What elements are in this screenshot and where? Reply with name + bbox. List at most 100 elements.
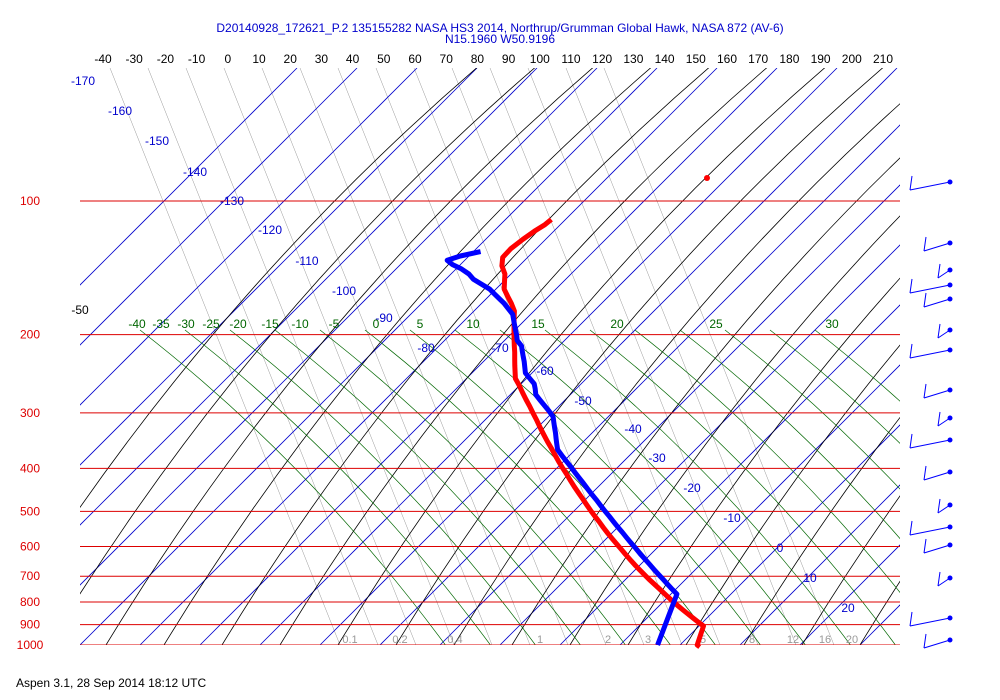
pressure-tick-label: 500 <box>20 504 40 518</box>
wind-barb-dot <box>947 542 953 548</box>
temp-tick-label: 120 <box>592 52 612 66</box>
temp-tick-label: 210 <box>873 52 893 66</box>
wind-barb-shaft <box>909 526 951 536</box>
theta-e-label: -5 <box>329 317 340 331</box>
dry-adiabat <box>163 68 652 645</box>
dry-adiabat <box>453 103 900 645</box>
isotherm-label: -160 <box>108 104 132 118</box>
dry-adiabat <box>80 68 478 509</box>
mixing-ratio-line <box>109 68 341 645</box>
wind-barb <box>937 498 953 514</box>
theta-e-label: 30 <box>825 317 839 331</box>
pressure-tick-label: 800 <box>20 595 40 609</box>
wind-barb-dot <box>947 296 953 302</box>
pressure-tick-label: 700 <box>20 569 40 583</box>
dry-adiabat <box>80 68 536 595</box>
pressure-tick-label: 300 <box>20 406 40 420</box>
mixing-ratio-label: 3 <box>645 634 651 646</box>
isotherm-label: -100 <box>332 284 356 298</box>
isotherm-label: -40 <box>624 422 642 436</box>
isotherm-label: -110 <box>295 254 318 268</box>
clipped-lines <box>80 48 1000 645</box>
isotherm-label: -30 <box>648 451 666 465</box>
dry-adiabat <box>859 580 900 645</box>
theta-e-label: 10 <box>466 317 480 331</box>
isotherm-label: 20 <box>841 601 855 615</box>
temp-tick-label: 70 <box>440 52 454 66</box>
wind-barb-flag <box>909 278 913 294</box>
wind-barb-shaft <box>909 617 951 627</box>
temp-tick-label: 90 <box>502 52 516 66</box>
theta-e-label: 20 <box>610 317 624 331</box>
series-temperature <box>499 217 706 649</box>
isotherm-label: 0 <box>777 541 784 555</box>
wind-barb-flag <box>909 520 913 536</box>
wind-barb-flag <box>923 465 927 481</box>
wind-barb <box>923 465 953 481</box>
wind-barb-shaft <box>923 544 951 554</box>
dry-adiabat <box>918 48 1000 645</box>
theta-e-label: 25 <box>709 317 723 331</box>
wind-barb-flag <box>923 383 927 399</box>
wind-barb <box>909 433 953 449</box>
wind-barb <box>923 292 953 308</box>
temp-tick-label: 150 <box>686 52 706 66</box>
series-dewpoint <box>444 249 680 646</box>
pressure-tick-label: 200 <box>20 328 40 342</box>
isotherm-line <box>80 68 298 286</box>
dry-adiabat <box>976 48 1000 645</box>
plot-area: -40 -30 -20 -10 0 10 20 30 40 50 60 70 80 90 100 110 120… <box>17 48 1000 652</box>
isotherm-line <box>439 184 900 645</box>
isotherm-line <box>920 68 1000 645</box>
wind-barb-dot <box>947 282 953 288</box>
pressure-tick-label: 100 <box>20 194 40 208</box>
wind-barb-shaft <box>923 639 951 649</box>
wind-barb-dot <box>947 387 953 393</box>
theta-e-label: 0 <box>373 317 380 331</box>
dry-adiabat <box>801 495 900 645</box>
wind-barb-flag <box>937 323 941 339</box>
temp-tick-label: 60 <box>408 52 422 66</box>
wind-barb <box>909 520 953 536</box>
wind-barb <box>909 175 953 191</box>
wind-barb-dot <box>947 240 953 246</box>
wind-barb <box>909 278 953 294</box>
isotherm-line <box>80 68 538 526</box>
isotherm-line <box>80 68 358 346</box>
temp-tick-label: 0 <box>224 52 231 66</box>
isotherm-label: -150 <box>145 134 169 148</box>
wind-barb-flag <box>923 538 927 554</box>
wind-barb-flag <box>937 571 941 587</box>
mixing-ratio-label: 1 <box>537 634 543 646</box>
dry-adiabat <box>627 277 900 645</box>
temp-tick-label: -10 <box>188 52 206 66</box>
isotherm-line <box>139 68 718 645</box>
wind-barb-dot <box>947 437 953 443</box>
pressure-tick-label: 1000 <box>17 638 44 652</box>
wind-barb-flag <box>909 433 913 449</box>
moist-adiabat <box>724 329 900 490</box>
isotherm-label: 10 <box>803 571 817 585</box>
isotherm-line <box>739 484 900 645</box>
isotherm-line <box>259 68 838 645</box>
wind-barb-dot <box>947 502 953 508</box>
temp-tick-label: 100 <box>530 52 550 66</box>
isotherm-line <box>980 68 1000 645</box>
temp-tick-label: 10 <box>252 52 266 66</box>
isotherm-label: -50 <box>574 394 592 408</box>
mixing-ratio-label: 20 <box>846 634 858 646</box>
wind-barb-shaft <box>909 181 951 191</box>
wind-barb-flag <box>937 411 941 427</box>
chart-title-line2: N15.1960 W50.9196 <box>444 32 556 46</box>
dry-adiabat <box>279 68 768 645</box>
theta-e-label: 15 <box>531 317 545 331</box>
wind-barb <box>937 323 953 339</box>
footer-version: Aspen 3.1, 28 Sep 2014 18:12 UTC <box>16 676 207 690</box>
theta-e-label: -10 <box>291 317 309 331</box>
temp-tick-label: 110 <box>561 52 580 66</box>
isotherm-label: -140 <box>183 165 207 179</box>
temp-tick-label: 80 <box>471 52 485 66</box>
wind-barb <box>923 236 953 252</box>
temp-tick-label: 140 <box>655 52 675 66</box>
wind-barb-flag <box>923 633 927 649</box>
